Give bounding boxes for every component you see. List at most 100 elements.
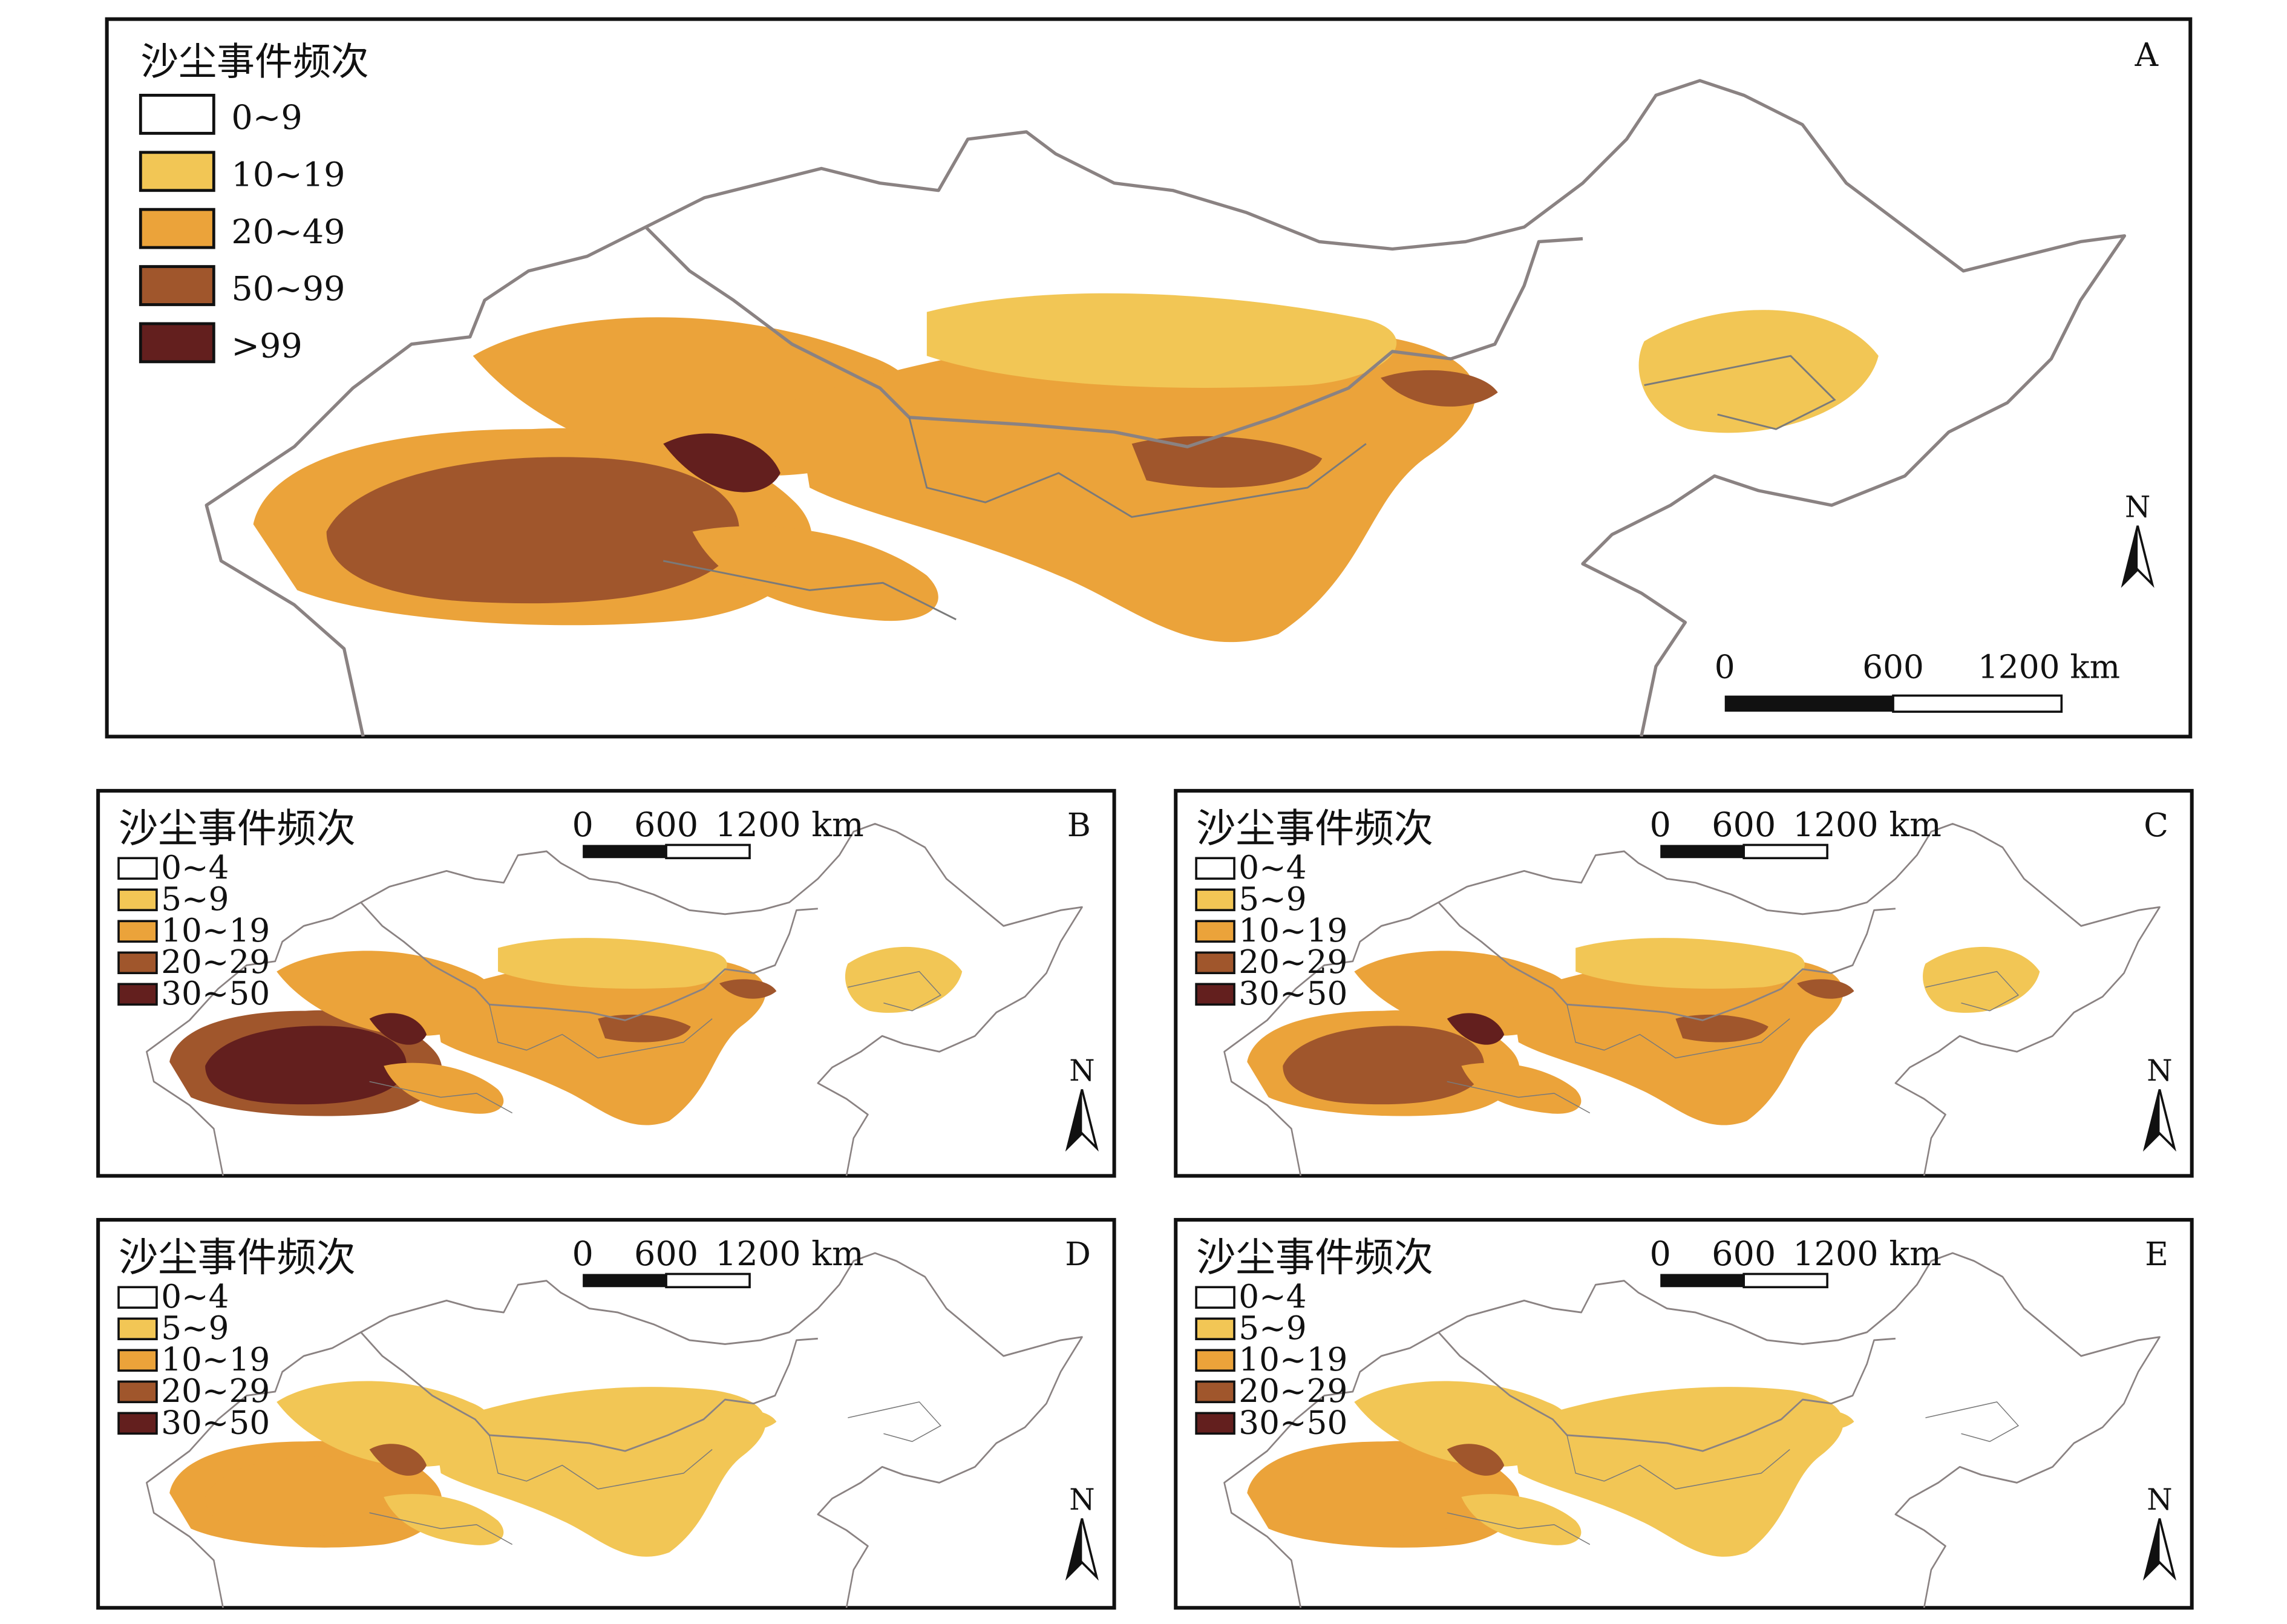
scale-bar-label: 0 [572,805,593,845]
legend-label: 30~50 [161,975,270,1012]
scale-bar-label: 600 [1712,805,1776,845]
map-panel-a: 沙尘事件频次 0~9 10~19 20~49 50~99 >99 A 0 600 1200 km N [105,17,2193,739]
scale-bar-label: 0 [572,1234,593,1274]
dust-region [1381,370,1498,407]
legend-label: 20~29 [1238,1372,1347,1410]
dust-region [1638,310,1879,433]
legend-label: 20~29 [161,943,270,981]
legend-swatch [139,322,215,364]
scale-bar-black [1660,1274,1744,1288]
legend-swatch [1195,1412,1235,1435]
legend-swatch [117,951,158,975]
legend-swatch [117,1412,158,1435]
legend-label: 30~50 [161,1404,270,1441]
legend-swatch [1195,920,1235,943]
legend-label: 5~9 [1238,880,1306,918]
legend-label: 20~49 [231,212,345,252]
dust-region [1675,1445,1768,1473]
dust-region [1575,938,1805,989]
dust-region [1447,1013,1505,1045]
dust-region [719,1409,777,1430]
legend-swatch [1195,1380,1235,1404]
legend-label: >99 [231,327,302,366]
north-arrow-half [1067,1518,1082,1577]
north-arrow-half [2122,525,2138,584]
scale-bar-white [665,843,751,860]
dust-region [1923,946,2040,1013]
scale-bar-white [1742,1272,1828,1289]
legend-swatch [117,857,158,880]
legend-label: 10~19 [161,912,270,949]
legend-label: 0~4 [161,1278,229,1315]
scale-bar-black [1660,845,1744,859]
legend-swatch [117,920,158,943]
panel-label: D [1065,1236,1091,1273]
legend-swatch [1195,951,1235,975]
north-label: N [2147,1054,2172,1088]
scale-bar-label: 1200 km [715,1234,864,1274]
dust-region [205,1026,407,1105]
panel-label: C [2144,807,2168,844]
scale-bar-label: 0 [1650,1234,1671,1274]
scale-bar-label: 1200 km [715,805,864,845]
legend-label: 0~4 [1238,849,1306,886]
legend-swatch [1195,1286,1235,1309]
scale-bar-label: 1200 km [1978,649,2120,686]
north-label: N [2147,1483,2172,1517]
legend-swatch [1195,857,1235,880]
legend-title: 沙尘事件频次 [119,806,356,852]
legend-title: 沙尘事件频次 [140,40,368,84]
legend-swatch [139,265,215,306]
legend-swatch [117,1380,158,1404]
scale-bar-black [583,1274,667,1288]
north-label: N [1069,1054,1094,1088]
legend-swatch [117,1286,158,1309]
legend-swatch [1195,888,1235,911]
dust-region [384,1494,504,1545]
dust-region [498,938,727,989]
legend-label: 0~4 [1238,1278,1306,1315]
legend-label: 10~19 [231,155,345,194]
panel-label: E [2145,1236,2168,1273]
dust-region [598,1445,691,1473]
legend-swatch [117,1317,158,1341]
dust-region [1283,1026,1484,1105]
dust-frequency-map [145,1252,1083,1608]
scale-bar-label: 600 [634,805,698,845]
dust-region [1461,1062,1582,1114]
dust-frequency-map [1223,1252,2161,1608]
scale-bar-white [1742,843,1828,860]
scale-bar-label: 1200 km [1793,1234,1942,1274]
dust-region [719,979,777,999]
panel-label: A [2135,36,2159,74]
north-label: N [1069,1483,1094,1517]
scale-bar-black [1724,695,1894,712]
scale-bar-label: 600 [634,1234,698,1274]
dust-region [845,946,963,1013]
legend-swatch [139,94,215,135]
dust-region [1447,1444,1505,1476]
dust-region [205,1456,407,1536]
legend-label: 10~19 [1238,1341,1347,1378]
dust-region [384,1062,504,1114]
legend-title: 沙尘事件频次 [119,1235,356,1281]
scale-bar-label: 600 [1712,1234,1776,1274]
legend-swatch [117,888,158,911]
legend-swatch [1195,1349,1235,1372]
legend-label: 5~9 [161,1309,229,1347]
dust-region [1675,1014,1768,1043]
legend-swatch [117,1349,158,1372]
legend-title: 沙尘事件频次 [1196,806,1433,852]
legend-label: 5~9 [161,880,229,918]
legend-label: 50~99 [231,269,345,309]
dust-region [326,457,739,604]
dust-frequency-map [206,80,2124,736]
dust-region [1797,1409,1854,1430]
dust-region [663,433,780,493]
scale-bar-label: 600 [1862,649,1924,686]
dust-region [1131,436,1323,488]
legend-label: 30~50 [1238,975,1347,1012]
